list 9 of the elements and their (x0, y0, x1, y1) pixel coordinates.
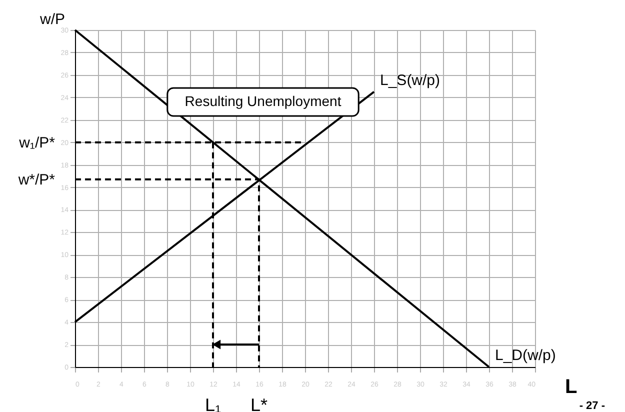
annotation: L* (250, 395, 268, 412)
series-label: L_D(w/p) (495, 347, 556, 364)
annotation: w*/P* (17, 171, 56, 188)
x-axis-title: L (565, 376, 578, 398)
annotation: Resulting Unemployment (184, 93, 342, 109)
series-label: L_S(w/p) (380, 72, 440, 89)
text: - 27 - (579, 400, 606, 412)
y-axis-title: w/P (38, 11, 65, 28)
annotation: w₁/P* (18, 134, 56, 152)
